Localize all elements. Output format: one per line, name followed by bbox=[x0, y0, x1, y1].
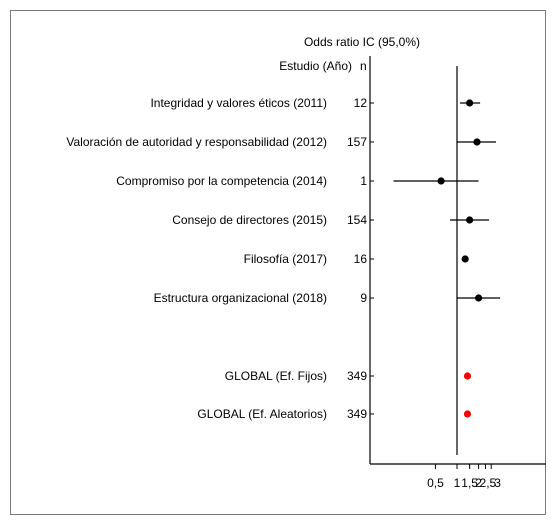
study-label: Estructura organizacional (2018) bbox=[154, 291, 327, 305]
study-n-value: 9 bbox=[360, 291, 367, 305]
study-point-estimate bbox=[466, 99, 474, 107]
study-point-estimate bbox=[466, 216, 474, 224]
study-point-estimate bbox=[437, 177, 445, 185]
study-label: Compromiso por la competencia (2014) bbox=[116, 174, 327, 188]
x-tick-label: 3 bbox=[494, 476, 501, 490]
study-n-value: 154 bbox=[347, 213, 367, 227]
study-rows: Integridad y valores éticos (2011) 12 Valo… bbox=[66, 96, 501, 421]
pooled-point-estimate bbox=[463, 372, 472, 380]
study-point-estimate bbox=[473, 138, 481, 146]
pooled-n-value: 349 bbox=[347, 407, 367, 421]
study-label: Valoración de autoridad y responsabilida… bbox=[66, 135, 327, 149]
n-column-header: n bbox=[360, 59, 367, 73]
x-tick-label: 1,5 bbox=[461, 476, 478, 490]
study-n-value: 157 bbox=[347, 135, 367, 149]
x-tick-label: 2,5 bbox=[480, 476, 497, 490]
x-axis-ticks: 0,5 1 1,522,53 bbox=[427, 464, 501, 490]
x-tick-label: 1 bbox=[454, 476, 461, 490]
study-n-value: 12 bbox=[354, 96, 368, 110]
study-point-estimate bbox=[474, 294, 483, 302]
study-label: Filosofía (2017) bbox=[244, 252, 327, 266]
study-point-estimate bbox=[461, 255, 469, 263]
study-label: Integridad y valores éticos (2011) bbox=[150, 96, 327, 110]
x-tick-label: 0,5 bbox=[427, 476, 444, 490]
x-tick-label: 2 bbox=[475, 476, 482, 490]
forest-plot: Odds ratio IC (95,0%) Estudio (Año) n In… bbox=[66, 35, 546, 490]
study-n-value: 16 bbox=[354, 252, 368, 266]
study-column-header: Estudio (Año) bbox=[279, 59, 352, 73]
pooled-n-value: 349 bbox=[347, 369, 367, 383]
chart-title: Odds ratio IC (95,0%) bbox=[304, 35, 420, 49]
chart-frame: Odds ratio IC (95,0%) Estudio (Año) n In… bbox=[10, 10, 546, 515]
pooled-point-estimate bbox=[463, 410, 472, 418]
study-n-value: 1 bbox=[360, 174, 367, 188]
pooled-label: GLOBAL (Ef. Fijos) bbox=[225, 369, 327, 383]
study-label: Consejo de directores (2015) bbox=[172, 213, 327, 227]
pooled-label: GLOBAL (Ef. Aleatorios) bbox=[197, 407, 327, 421]
